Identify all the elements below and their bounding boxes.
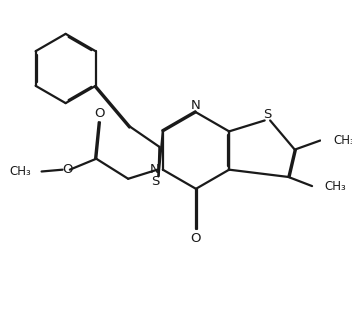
Text: S: S [151,175,159,188]
Text: O: O [95,107,105,120]
Text: O: O [62,163,73,176]
Text: N: N [150,163,159,176]
Text: CH₃: CH₃ [333,134,352,147]
Text: CH₃: CH₃ [9,165,31,178]
Text: S: S [263,109,272,121]
Text: CH₃: CH₃ [325,180,347,193]
Text: N: N [191,99,201,112]
Text: O: O [191,232,201,245]
